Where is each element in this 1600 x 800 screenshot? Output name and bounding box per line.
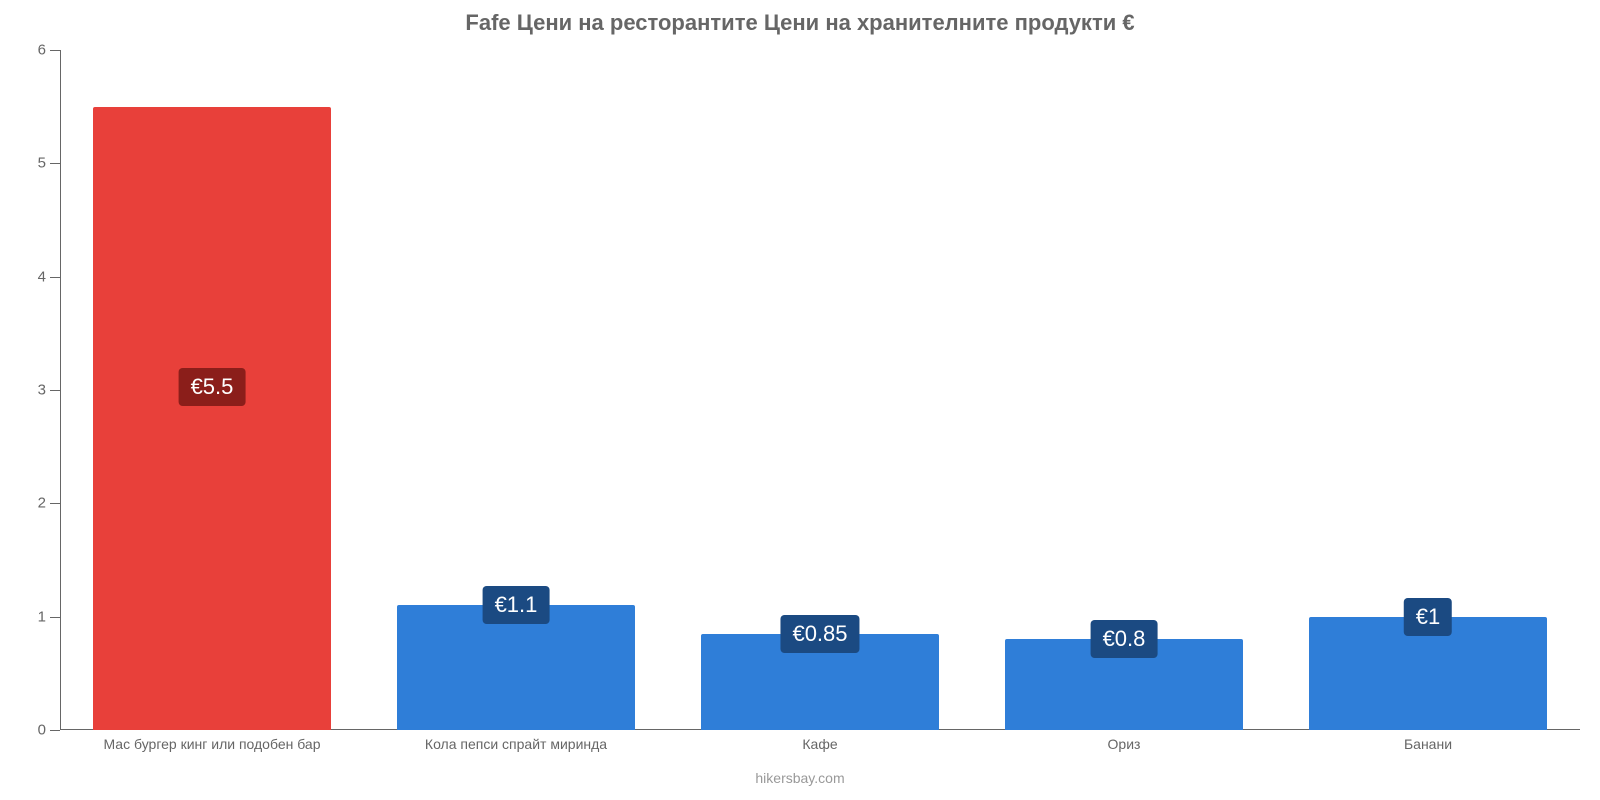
bar-slot: €0.85	[668, 50, 972, 730]
y-tick-label: 1	[38, 608, 60, 625]
x-axis-label: Кола пепси спрайт миринда	[364, 736, 668, 752]
x-axis-label: Банани	[1276, 736, 1580, 752]
bars-group: €5.5 €1.1 €0.85 €0.8 €1	[60, 50, 1580, 730]
bar: €1.1	[397, 605, 634, 730]
bar-value-badge: €1.1	[483, 586, 550, 624]
y-tick-label: 6	[38, 42, 60, 59]
y-tick-label: 5	[38, 155, 60, 172]
y-tick-label: 0	[38, 722, 60, 739]
plot-area: 0123456 €5.5€1.1€0.85€0.8€1	[60, 50, 1580, 730]
bar-value-badge: €0.8	[1091, 620, 1158, 658]
x-axis-label: Кафе	[668, 736, 972, 752]
y-tick-label: 2	[38, 495, 60, 512]
y-tick-label: 4	[38, 268, 60, 285]
bar: €0.8	[1005, 639, 1242, 730]
x-axis-label: Мас бургер кинг или подобен бар	[60, 736, 364, 752]
bar-value-badge: €5.5	[179, 368, 246, 406]
y-tick-label: 3	[38, 382, 60, 399]
bar: €5.5	[93, 107, 330, 730]
x-labels-group: Мас бургер кинг или подобен барКола пепс…	[60, 736, 1580, 752]
bar-value-badge: €1	[1404, 598, 1452, 636]
bar-slot: €1	[1276, 50, 1580, 730]
bar-slot: €5.5	[60, 50, 364, 730]
bar-slot: €1.1	[364, 50, 668, 730]
bar-slot: €0.8	[972, 50, 1276, 730]
credit-text: hikersbay.com	[0, 770, 1600, 786]
bar: €0.85	[701, 634, 938, 730]
bar: €1	[1309, 617, 1546, 730]
chart-title: Fafe Цени на ресторантите Цени на хранит…	[0, 10, 1600, 36]
bar-value-badge: €0.85	[780, 615, 859, 653]
x-axis-label: Ориз	[972, 736, 1276, 752]
chart-container: Fafe Цени на ресторантите Цени на хранит…	[0, 0, 1600, 800]
